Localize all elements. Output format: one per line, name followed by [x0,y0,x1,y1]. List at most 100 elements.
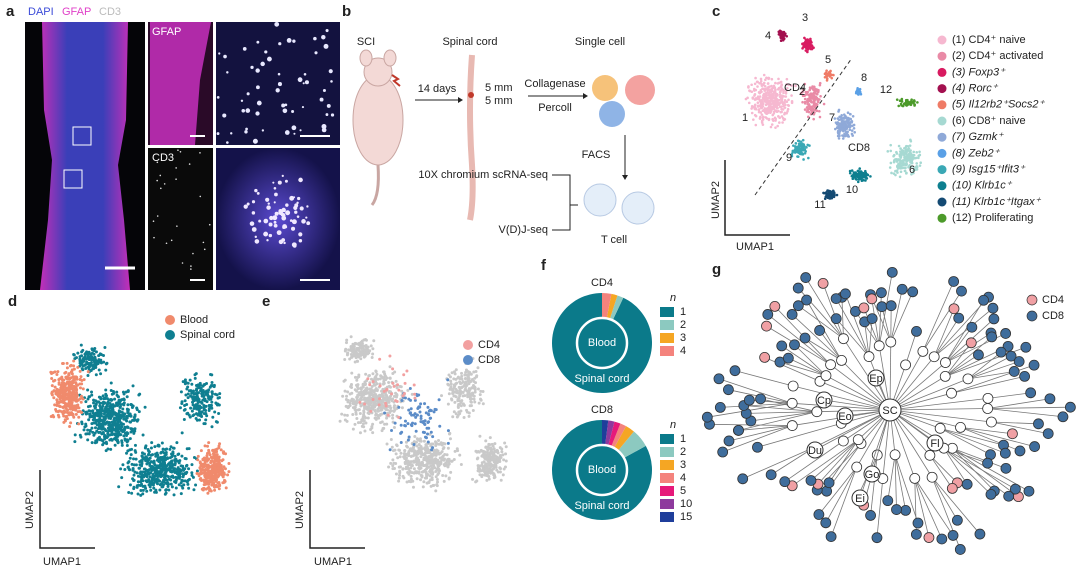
cell-point [86,388,90,392]
cell-point [50,371,54,375]
cell-point [777,30,781,34]
cell-point [121,463,125,467]
signal-dot [273,223,278,228]
cell-point [351,350,355,354]
cell-point [57,378,61,382]
cell-point [859,170,863,173]
cell-point [152,459,156,463]
cell-point [387,465,391,469]
cell-point [760,82,763,86]
cell-point [416,437,420,441]
cell-point [484,439,488,443]
cell-point [87,418,91,422]
cell-point [190,463,194,467]
cell-point [196,454,200,458]
cell-point [86,370,90,374]
cell-point [897,162,900,166]
cell-point [750,107,753,110]
cell-point [169,470,173,474]
cell-point [120,422,124,426]
cell-point [143,484,147,488]
cell-point [370,425,374,429]
legend-swatch [937,148,947,158]
cell-point [493,457,497,461]
cell-point [104,388,108,392]
cell-point [215,447,219,451]
signal-dot [251,227,257,232]
cell-point [170,485,174,489]
cell-point [462,403,466,407]
cell-point [166,484,170,488]
signal-dot [285,203,289,207]
cell-point [774,94,778,97]
signal-dot [222,113,227,118]
cell-point [803,82,807,86]
cell-point [818,83,822,87]
cell-point [180,454,184,458]
cell-point [366,345,370,349]
cell-point [816,99,820,102]
cell-point [835,193,839,197]
cell-point [167,488,171,492]
signal-dot [202,241,205,244]
cell-point [901,163,905,166]
cell-point [501,473,505,477]
cell-point [754,88,758,92]
signal-dot [181,262,184,264]
cell-point [88,404,92,408]
cell-point [152,468,156,472]
cell-point [502,458,506,462]
cell-point [804,90,808,94]
cell-point [466,379,470,383]
cell-point [762,73,766,77]
cell-point [473,390,477,394]
signal-dot [256,191,260,195]
t-cell [583,183,617,217]
cell-point [825,195,829,198]
legend-label: (4) Rorc⁺ [952,83,999,95]
cell-point [415,463,419,467]
cell-point [86,428,90,432]
cell-point [904,166,907,170]
cell-point [349,335,353,339]
legend-swatch [937,197,947,207]
cell-point [182,417,186,421]
cell-point [198,466,202,470]
cell-point [909,138,912,142]
cell-point [426,458,430,462]
cell-point [105,397,109,401]
cell-point [373,377,377,381]
legend-title: n [670,419,676,431]
cell-point [905,163,908,167]
cell-point [493,473,497,477]
cell-point [504,445,508,449]
signal-dot [290,226,296,231]
cell-point [190,382,194,386]
cell-point [56,370,60,374]
cell-point [780,84,783,87]
group-label: CD4 [784,82,806,94]
cell-point [802,158,805,161]
cell-point [410,463,414,467]
cell-point [446,378,450,382]
cell-point [181,464,185,468]
cell-point [765,88,769,91]
cell-point [426,440,430,444]
signal-dot [176,225,178,227]
cell-point [469,393,473,397]
cell-point [102,410,106,414]
cell-point [813,101,816,105]
signal-dot [254,188,258,193]
cell-point [179,492,183,496]
cell-point [367,400,371,404]
cell-point [90,441,94,445]
cell-point [780,88,784,91]
cell-point [459,409,463,413]
cell-point [83,363,87,367]
cell-point [500,447,504,451]
cell-point [143,467,147,471]
cell-point [769,125,773,129]
cell-point [161,464,165,468]
legend-swatch [937,100,947,110]
cell-point [918,150,921,154]
